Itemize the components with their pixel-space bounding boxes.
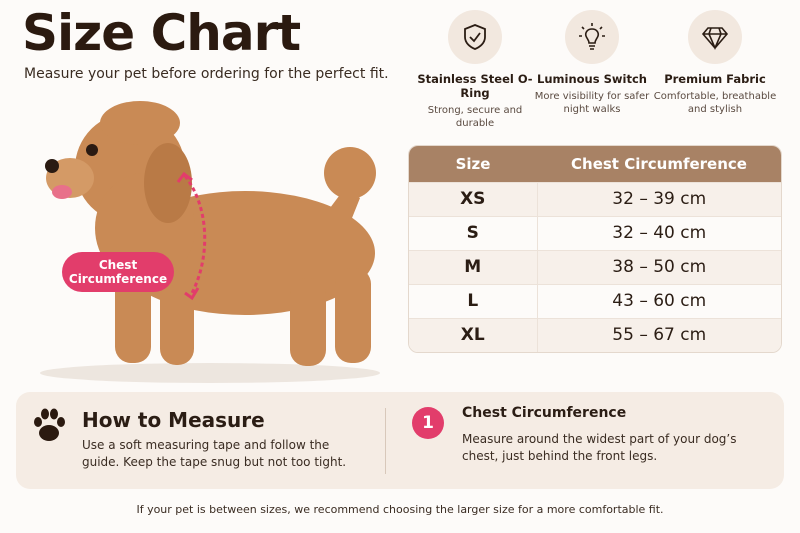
table-row: XS 32 – 39 cm [409,181,781,216]
step-title: Chest Circumference [462,405,627,421]
feature-description: More visibility for safer night walks [534,91,650,115]
size-table: Size Chest Circumference XS 32 – 39 cm S 32 … [408,145,782,353]
feature: Premium Fabric Comfortable, breathable a… [650,10,780,116]
footnote: If your pet is between sizes, we recomme… [136,503,664,516]
table: Size Chest Circumference XS 32 – 39 cm S 32 … [409,146,781,352]
table-row: L 43 – 60 cm [409,283,781,318]
feature-description: Comfortable, breathable and stylish [653,91,777,115]
feature-title: Stainless Steel O-Ring [417,72,533,100]
subtitle: Measure your pet before ordering for the… [24,66,389,82]
how-to-text: Use a soft measuring tape and follow the… [82,438,347,469]
icon [565,10,619,64]
chest-cell: 32 – 40 cm [537,215,781,250]
size-cell: M [409,249,538,284]
divider [385,408,386,474]
chest-cell: 32 – 39 cm [537,181,781,216]
feature: Luminous Switch More visibility for safe… [527,10,657,116]
step-text: Measure around the widest part of your d… [462,432,737,463]
icon [448,10,502,64]
feature: Stainless Steel O-Ring Strong, secure an… [410,10,540,130]
paw-icon [34,408,65,441]
chest-cell: 38 – 50 cm [537,249,781,284]
dog-illustration [40,101,380,383]
icon [688,10,742,64]
table-row: M 38 – 50 cm [409,249,781,284]
info-box [16,392,784,489]
size-cell: S [409,215,538,250]
table-row: XL 55 – 67 cm [409,317,781,352]
size-cell: XL [409,317,538,352]
feature-description: Strong, secure and durable [427,105,523,129]
step-number: 1 [412,407,444,439]
size-cell: XS [409,181,538,216]
title: Size Chart [22,4,301,62]
chest-cell: 55 – 67 cm [537,317,781,352]
header-cell: Chest Circumference [537,146,781,182]
header-cell: Size [409,146,537,182]
feature-title: Luminous Switch [537,72,647,86]
chest-cell: 43 – 60 cm [537,283,781,318]
dog-label: Chest Circumference [62,252,174,292]
how-to-title: How to Measure [82,408,265,432]
table-row: S 32 – 40 cm [409,215,781,250]
feature-title: Premium Fabric [664,72,766,86]
size-cell: L [409,283,538,318]
